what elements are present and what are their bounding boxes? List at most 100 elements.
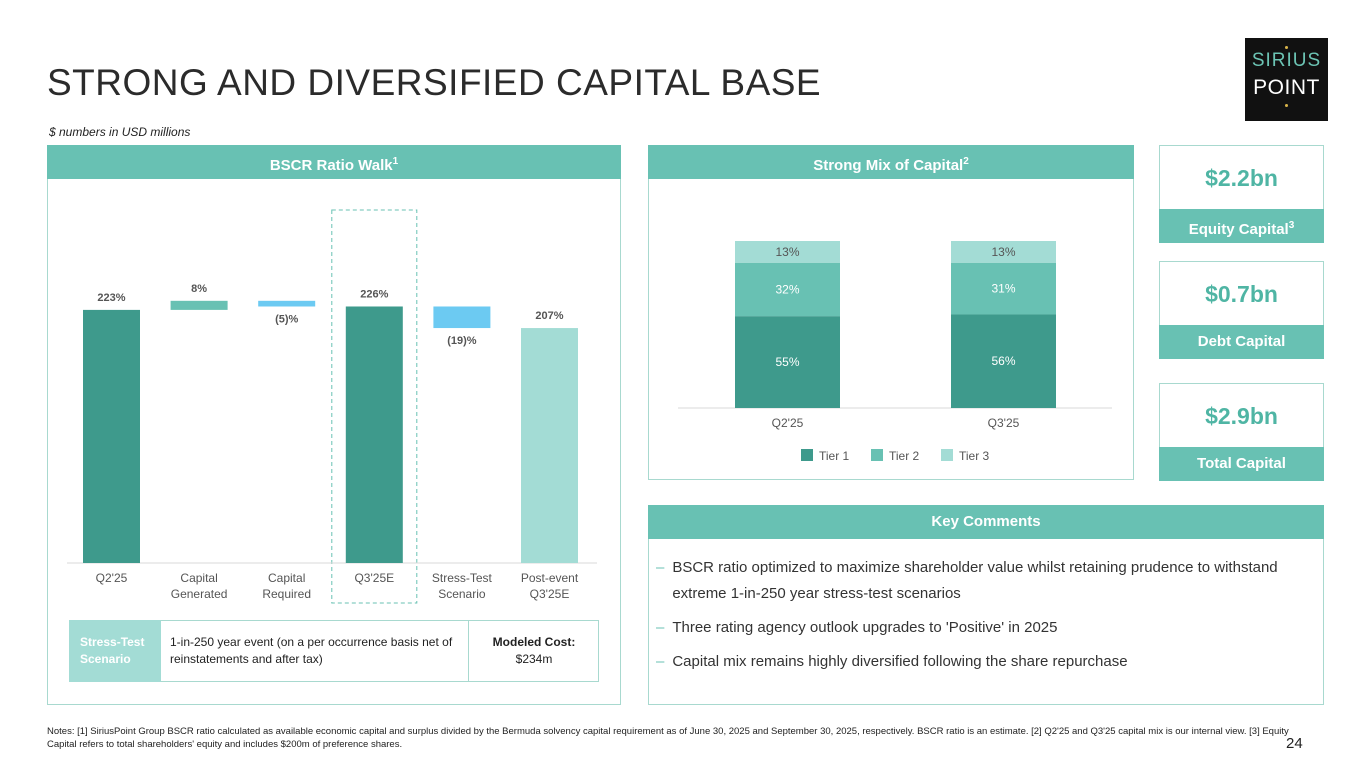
page-number: 24 (1286, 735, 1303, 752)
waterfall-category-label: Q2'25 (67, 570, 157, 586)
stacked-bar-segment (735, 241, 840, 263)
segment-value-label: 31% (991, 282, 1015, 296)
bullet-dash-icon: – (656, 653, 665, 670)
capital-mix-header: Strong Mix of Capital2 (648, 145, 1134, 179)
waterfall-category-label: Q3'25E (329, 570, 419, 586)
legend-label: Tier 3 (959, 449, 990, 463)
waterfall-value-labels: 223% 8% (5)% 226% (19)% 207% (97, 283, 563, 347)
category-label: Q3'25 (988, 416, 1020, 430)
comment-item: – Capital mix remains highly diversified… (656, 649, 1296, 675)
waterfall-bar (258, 300, 316, 307)
segment-value-label: 13% (775, 245, 799, 259)
comment-text: BSCR ratio optimized to maximize shareho… (672, 559, 1278, 602)
logo-line-2: POINT (1253, 76, 1320, 99)
category-label: Q2'25 (772, 416, 804, 430)
stacked-bar-segment (951, 262, 1056, 315)
comment-text: Three rating agency outlook upgrades to … (672, 619, 1058, 636)
category-label-line: Scenario (438, 587, 486, 601)
category-label-line: Post-event (520, 571, 579, 585)
legend-label: Tier 1 (819, 449, 850, 463)
metric-label: Equity Capital3 (1159, 209, 1324, 243)
waterfall-category-label: Post-event Q3'25E (505, 570, 595, 602)
waterfall-value-label: (5)% (275, 313, 298, 325)
bscr-panel-title: BSCR Ratio Walk (269, 157, 393, 174)
waterfall-bar (521, 328, 578, 563)
waterfall-bar (433, 306, 491, 329)
key-comments-title: Key Comments (931, 513, 1041, 530)
logo-star-icon (1285, 46, 1288, 49)
category-label-line: Required (262, 587, 312, 601)
waterfall-value-label: 207% (535, 310, 563, 322)
segment-value-label: 56% (991, 354, 1015, 368)
stress-test-divider (468, 620, 469, 682)
waterfall-bar (170, 300, 228, 310)
stress-test-label-cell: Stress-Test Scenario (69, 620, 161, 682)
waterfall-category-label: Capital Generated (154, 570, 244, 602)
logo-line-1: SIRIUS (1251, 50, 1322, 71)
page-title: STRONG AND DIVERSIFIED CAPITAL BASE (47, 62, 822, 103)
metric-value: $2.9bn (1205, 403, 1278, 429)
waterfall-bar (345, 306, 403, 563)
metric-value: $2.2bn (1205, 165, 1278, 191)
sirius-point-logo: SIRIUS POINT (1245, 38, 1328, 121)
legend-swatch (941, 449, 953, 461)
stacked-bar-segment (951, 241, 1056, 263)
q3-highlight-box (331, 209, 418, 604)
legend-swatch (801, 449, 813, 461)
waterfall-value-label: 8% (191, 283, 207, 295)
comment-item: – Three rating agency outlook upgrades t… (656, 615, 1296, 641)
category-label-line: Q2'25 (95, 571, 128, 585)
bullet-dash-icon: – (656, 619, 665, 636)
segment-value-label: 32% (775, 282, 799, 296)
category-labels: Q2'25 Q3'25 (772, 416, 1020, 430)
metric-label-text: Debt Capital (1197, 333, 1286, 350)
waterfall-bars (83, 300, 578, 563)
waterfall-value-label: 226% (360, 288, 388, 300)
category-label-line: Generated (170, 587, 228, 601)
key-comments-header: Key Comments (648, 505, 1324, 539)
category-label-line: Stress-Test (431, 571, 492, 585)
modeled-cost-label: Modeled Cost: (492, 635, 576, 649)
stress-test-description: 1-in-250 year event (on a per occurrence… (170, 635, 453, 666)
footnote-marker: 2 (963, 156, 969, 167)
chart-legend: Tier 1 Tier 2 Tier 3 (801, 449, 990, 463)
capital-mix-chart: 55%32%13%56%31%13% Q2'25 Q3'25 Tier 1 Tier… (678, 241, 1112, 463)
metric-label: Total Capital (1159, 447, 1324, 481)
metric-label: Debt Capital (1159, 325, 1324, 359)
category-label-line: Capital (180, 571, 218, 585)
comment-item: – BSCR ratio optimized to maximize share… (656, 555, 1296, 607)
waterfall-category-label: Stress-Test Scenario (417, 570, 507, 602)
category-label-line: Capital (268, 571, 306, 585)
footnote-marker: 1 (392, 156, 399, 167)
metric-label-text: Equity Capital (1188, 221, 1289, 238)
modeled-cost-value: $234m (515, 652, 553, 666)
bscr-waterfall-chart: 223% 8% (5)% 226% (19)% 207% (67, 209, 597, 604)
legend-label: Tier 2 (889, 449, 920, 463)
stacked-bar-segment (951, 314, 1056, 408)
legend-swatch (871, 449, 883, 461)
waterfall-category-label: Capital Required (242, 570, 332, 602)
metric-label-text: Total Capital (1197, 455, 1286, 472)
capital-mix-title: Strong Mix of Capital (813, 157, 964, 174)
stacked-bar-segment (735, 262, 840, 317)
segment-value-label: 55% (775, 355, 799, 369)
stress-test-label: Stress-Test Scenario (80, 635, 145, 666)
category-label-line: Q3'25E (529, 587, 570, 601)
modeled-cost-cell: Modeled Cost: $234m (469, 634, 599, 668)
category-label-line: Q3'25E (354, 571, 395, 585)
footnotes: Notes: [1] SiriusPoint Group BSCR ratio … (47, 726, 1289, 750)
stacked-bars: 55% 32% 13% 56% 31% 13% (735, 241, 1056, 408)
waterfall-value-label: 223% (97, 292, 125, 304)
key-comments-list: – BSCR ratio optimized to maximize share… (656, 555, 1296, 675)
bullet-dash-icon: – (656, 559, 665, 576)
waterfall-value-label: (19)% (447, 335, 477, 347)
page-subtitle: $ numbers in USD millions (49, 125, 191, 139)
logo-star-icon (1285, 104, 1288, 107)
footnote-marker: 3 (1288, 220, 1295, 231)
metric-value: $0.7bn (1205, 281, 1278, 307)
segment-value-label: 13% (991, 245, 1015, 259)
waterfall-bar (83, 309, 140, 563)
comment-text: Capital mix remains highly diversified f… (672, 653, 1128, 670)
bscr-panel-header: BSCR Ratio Walk1 (47, 145, 621, 179)
stacked-bar-segment (735, 316, 840, 408)
